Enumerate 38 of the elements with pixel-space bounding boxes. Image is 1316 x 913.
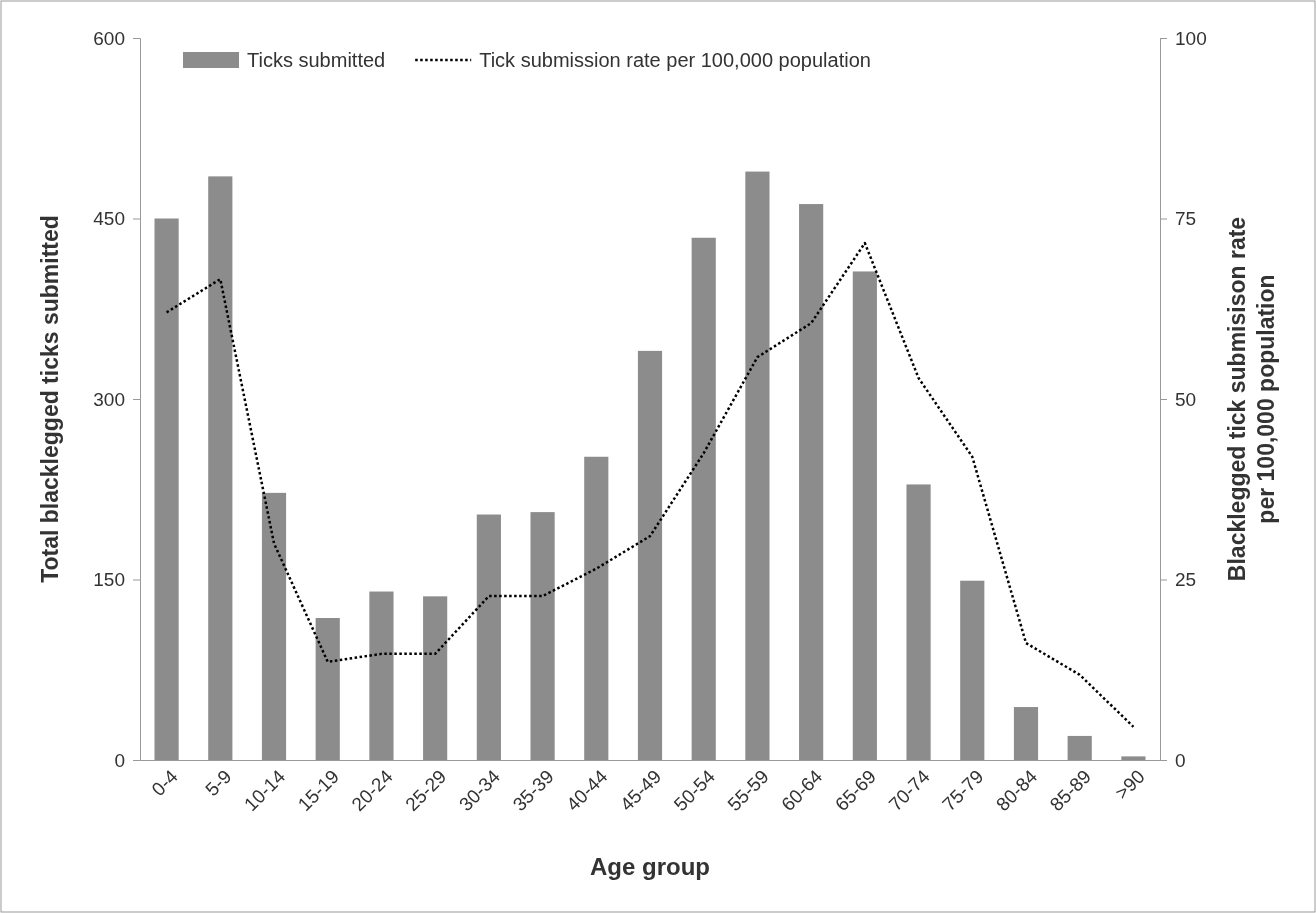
bar bbox=[261, 492, 287, 760]
bar bbox=[154, 218, 179, 760]
y-tick-label: 450 bbox=[93, 208, 125, 230]
bar bbox=[423, 596, 448, 760]
y2-tick-label: 25 bbox=[1175, 569, 1197, 591]
legend-label: Ticks submitted bbox=[247, 49, 386, 71]
bar bbox=[208, 176, 233, 760]
y-tick-label: 600 bbox=[93, 27, 125, 49]
bar bbox=[637, 350, 663, 760]
bar bbox=[960, 580, 985, 760]
x-tick-label: >90 bbox=[1111, 765, 1149, 804]
legend-label: Tick submission rate per 100,000 population bbox=[479, 49, 871, 71]
bar bbox=[530, 512, 555, 760]
bar bbox=[369, 591, 394, 760]
y-tick-label: 300 bbox=[93, 388, 125, 410]
bar bbox=[1121, 756, 1146, 760]
bar bbox=[906, 484, 931, 760]
y2-tick-label: 50 bbox=[1175, 388, 1197, 410]
y2-tick-label: 100 bbox=[1175, 27, 1207, 49]
x-axis-title: Age group bbox=[590, 853, 710, 880]
x-tick-label: 5-9 bbox=[201, 765, 236, 801]
y2-axis-title: Blacklegged tick submisison rate per 100,000 population bbox=[1224, 216, 1279, 582]
bar bbox=[691, 237, 716, 760]
bar bbox=[584, 456, 609, 760]
bar bbox=[476, 514, 501, 760]
bar bbox=[315, 618, 340, 760]
line-series bbox=[165, 241, 1135, 729]
y2-tick-label: 0 bbox=[1175, 749, 1186, 771]
y2-tick-label: 75 bbox=[1175, 208, 1197, 230]
y-axis-title: Total blacklegged ticks submitted bbox=[37, 215, 63, 583]
x-tick-label: 0-4 bbox=[147, 765, 183, 801]
y-tick-label: 0 bbox=[114, 749, 125, 771]
y-tick-label: 150 bbox=[93, 569, 125, 591]
bar bbox=[1067, 735, 1092, 760]
bar bbox=[852, 271, 877, 760]
bar bbox=[745, 171, 770, 760]
bar bbox=[1013, 707, 1039, 760]
bar bbox=[799, 204, 824, 760]
